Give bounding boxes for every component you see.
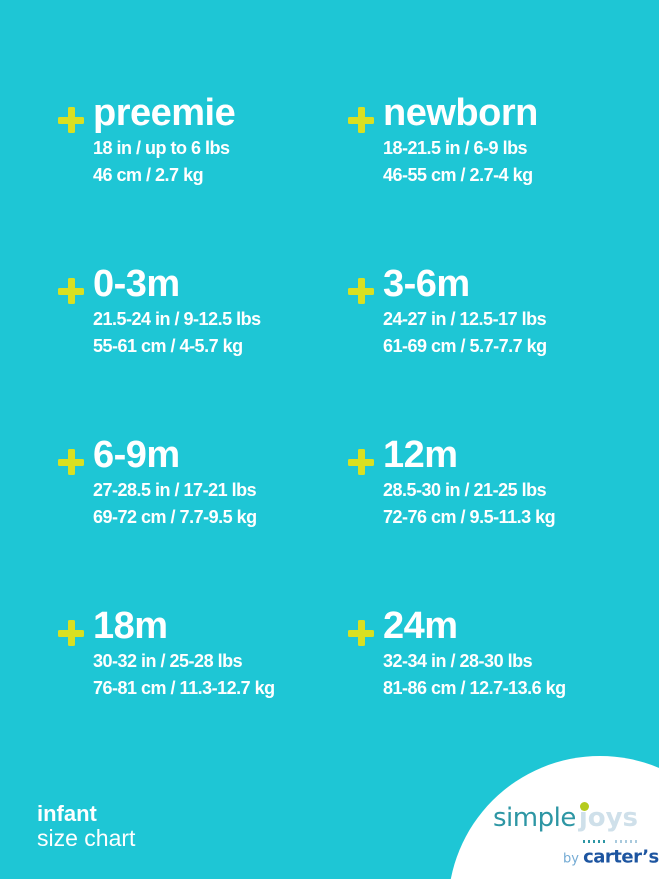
plus-icon	[348, 620, 374, 646]
size-metric: 46 cm / 2.7 kg	[93, 165, 204, 185]
size-entry-6-9m: 6-9m 27-28.5 in / 17-21 lbs 69-72 cm / 7…	[48, 434, 338, 605]
size-label: newborn	[383, 92, 538, 134]
plus-icon	[58, 278, 84, 304]
size-label: 3-6m	[383, 263, 470, 305]
size-entry-body: 24m 32-34 in / 28-30 lbs 81-86 cm / 12.7…	[383, 605, 566, 702]
logo-brand-text: carter’s	[583, 846, 659, 868]
size-entry-body: 12m 28.5-30 in / 21-25 lbs 72-76 cm / 9.…	[383, 434, 556, 531]
size-imperial: 18-21.5 in / 6-9 lbs	[383, 138, 528, 158]
size-metric: 46-55 cm / 2.7-4 kg	[383, 165, 533, 185]
size-entry-3-6m: 3-6m 24-27 in / 12.5-17 lbs 61-69 cm / 5…	[338, 263, 659, 434]
size-entry-12m: 12m 28.5-30 in / 21-25 lbs 72-76 cm / 9.…	[338, 434, 659, 605]
size-metric: 72-76 cm / 9.5-11.3 kg	[383, 507, 556, 527]
size-imperial: 18 in / up to 6 lbs	[93, 138, 230, 158]
category-label: infant	[37, 801, 97, 826]
size-entry-0-3m: 0-3m 21.5-24 in / 9-12.5 lbs 55-61 cm / …	[48, 263, 338, 434]
logo-dotted-underline-right	[615, 840, 640, 843]
plus-icon	[348, 107, 374, 133]
size-metric: 76-81 cm / 11.3-12.7 kg	[93, 678, 275, 698]
plus-icon	[348, 449, 374, 475]
size-entry-body: 0-3m 21.5-24 in / 9-12.5 lbs 55-61 cm / …	[93, 263, 261, 360]
size-entry-body: 18m 30-32 in / 25-28 lbs 76-81 cm / 11.3…	[93, 605, 275, 702]
size-label: 24m	[383, 605, 458, 647]
size-entry-body: newborn 18-21.5 in / 6-9 lbs 46-55 cm / …	[383, 92, 538, 189]
size-metric: 69-72 cm / 7.7-9.5 kg	[93, 507, 257, 527]
size-entry-body: 3-6m 24-27 in / 12.5-17 lbs 61-69 cm / 5…	[383, 263, 547, 360]
size-imperial: 28.5-30 in / 21-25 lbs	[383, 480, 547, 500]
size-entry-newborn: newborn 18-21.5 in / 6-9 lbs 46-55 cm / …	[338, 92, 659, 263]
size-label: 6-9m	[93, 434, 180, 476]
logo-simple-text: simple	[493, 803, 576, 833]
size-entry-body: 6-9m 27-28.5 in / 17-21 lbs 69-72 cm / 7…	[93, 434, 257, 531]
chart-category-caption: infant size chart	[37, 801, 136, 851]
size-label: 12m	[383, 434, 458, 476]
size-imperial: 30-32 in / 25-28 lbs	[93, 651, 243, 671]
size-imperial: 24-27 in / 12.5-17 lbs	[383, 309, 547, 329]
brand-logo-wordmark: simple joys	[493, 800, 638, 836]
plus-icon	[58, 107, 84, 133]
size-metric: 81-86 cm / 12.7-13.6 kg	[383, 678, 566, 698]
size-chart-label: size chart	[37, 825, 136, 851]
size-imperial: 32-34 in / 28-30 lbs	[383, 651, 533, 671]
plus-icon	[348, 278, 374, 304]
size-entry-preemie: preemie 18 in / up to 6 lbs 46 cm / 2.7 …	[48, 92, 338, 263]
plus-icon	[58, 449, 84, 475]
size-grid: preemie 18 in / up to 6 lbs 46 cm / 2.7 …	[48, 92, 659, 776]
size-entry-18m: 18m 30-32 in / 25-28 lbs 76-81 cm / 11.3…	[48, 605, 338, 776]
size-entry-body: preemie 18 in / up to 6 lbs 46 cm / 2.7 …	[93, 92, 236, 189]
size-entry-24m: 24m 32-34 in / 28-30 lbs 81-86 cm / 12.7…	[338, 605, 659, 776]
size-label: 18m	[93, 605, 168, 647]
size-imperial: 27-28.5 in / 17-21 lbs	[93, 480, 257, 500]
size-label: 0-3m	[93, 263, 180, 305]
size-label: preemie	[93, 92, 236, 134]
logo-j-dot-icon	[579, 802, 589, 811]
size-metric: 61-69 cm / 5.7-7.7 kg	[383, 336, 547, 356]
logo-joys-wrap: joys	[579, 800, 638, 836]
logo-dotted-underline-left	[583, 840, 606, 843]
brand-logo-byline: by carter’s™	[563, 842, 659, 871]
logo-by-text: by	[563, 851, 584, 867]
size-metric: 55-61 cm / 4-5.7 kg	[93, 336, 243, 356]
size-imperial: 21.5-24 in / 9-12.5 lbs	[93, 309, 261, 329]
plus-icon	[58, 620, 84, 646]
